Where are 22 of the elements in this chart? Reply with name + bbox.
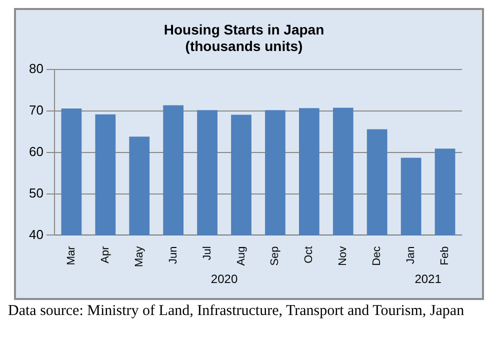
source-note: Data source: Ministry of Land, Infrastructure, Transport and Tourism, Japan	[8, 302, 466, 321]
chart-subtitle: (thousands units)	[185, 38, 303, 54]
y-tick-label: 40	[28, 226, 44, 242]
y-tick-label: 80	[28, 61, 44, 76]
y-tick-label: 70	[28, 102, 44, 118]
text: 2020	[210, 272, 238, 286]
y-tick-label: 60	[28, 144, 44, 159]
x-tick-label: Apr	[99, 246, 112, 264]
x-tick-label: Jan	[405, 246, 418, 264]
x-tick-label: Jul	[201, 246, 214, 260]
x-tick-label: Mar	[65, 246, 78, 266]
x-tick-label: Nov	[337, 246, 350, 266]
x-tick-label: Aug	[235, 246, 248, 266]
x-tick-label: Dec	[371, 246, 384, 266]
x-tick-label: May	[133, 246, 146, 267]
x-tick-label: Oct	[303, 246, 316, 264]
x-tick-label: Jun	[167, 246, 180, 264]
y-tick-label: 50	[28, 185, 44, 200]
chart-title: Housing Starts in Japan	[164, 21, 324, 38]
text: 2021	[414, 272, 442, 286]
x-tick-label: Sep	[269, 246, 282, 266]
x-tick-label: Feb	[439, 246, 452, 266]
